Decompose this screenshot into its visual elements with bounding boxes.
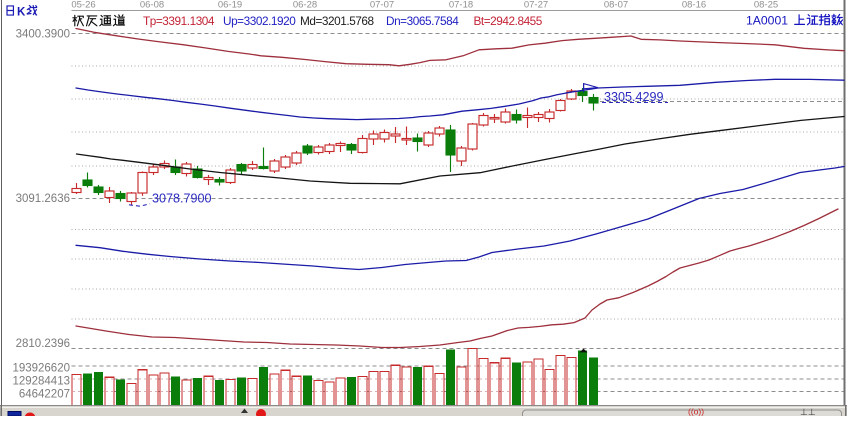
svg-text:64642207: 64642207 bbox=[19, 388, 70, 400]
svg-text:06-08: 06-08 bbox=[140, 0, 164, 11]
svg-text:05-26: 05-26 bbox=[71, 0, 95, 11]
svg-text:1A0001: 1A0001 bbox=[746, 13, 788, 27]
svg-text:K: K bbox=[17, 7, 26, 19]
svg-text:Dn=3065.7584: Dn=3065.7584 bbox=[386, 14, 459, 28]
svg-text:Up=3302.1920: Up=3302.1920 bbox=[223, 14, 296, 28]
svg-text:3400.3900: 3400.3900 bbox=[16, 29, 70, 41]
svg-text:129284413: 129284413 bbox=[12, 375, 70, 387]
svg-text:07-27: 07-27 bbox=[524, 0, 548, 11]
svg-text:3078.7900: 3078.7900 bbox=[152, 192, 212, 206]
svg-text:06-28: 06-28 bbox=[293, 0, 317, 11]
svg-text:193926620: 193926620 bbox=[12, 362, 70, 374]
svg-text:2810.2396: 2810.2396 bbox=[16, 338, 70, 350]
svg-text:06-19: 06-19 bbox=[218, 0, 242, 11]
svg-text:07-18: 07-18 bbox=[449, 0, 473, 11]
svg-text:Bt=2942.8455: Bt=2942.8455 bbox=[474, 14, 543, 28]
svg-text:3091.2636: 3091.2636 bbox=[16, 193, 70, 205]
svg-text:((o)): ((o)) bbox=[688, 407, 704, 417]
svg-text:08-16: 08-16 bbox=[682, 0, 706, 11]
svg-text:Tp=3391.1304: Tp=3391.1304 bbox=[143, 14, 215, 28]
svg-text:3305.4299: 3305.4299 bbox=[604, 90, 664, 104]
svg-text:⊥⊥: ⊥⊥ bbox=[800, 407, 816, 416]
svg-text:08-07: 08-07 bbox=[604, 0, 628, 11]
svg-text:08-25: 08-25 bbox=[754, 0, 778, 11]
svg-text:07-07: 07-07 bbox=[370, 0, 394, 11]
svg-text:Md=3201.5768: Md=3201.5768 bbox=[300, 14, 375, 28]
